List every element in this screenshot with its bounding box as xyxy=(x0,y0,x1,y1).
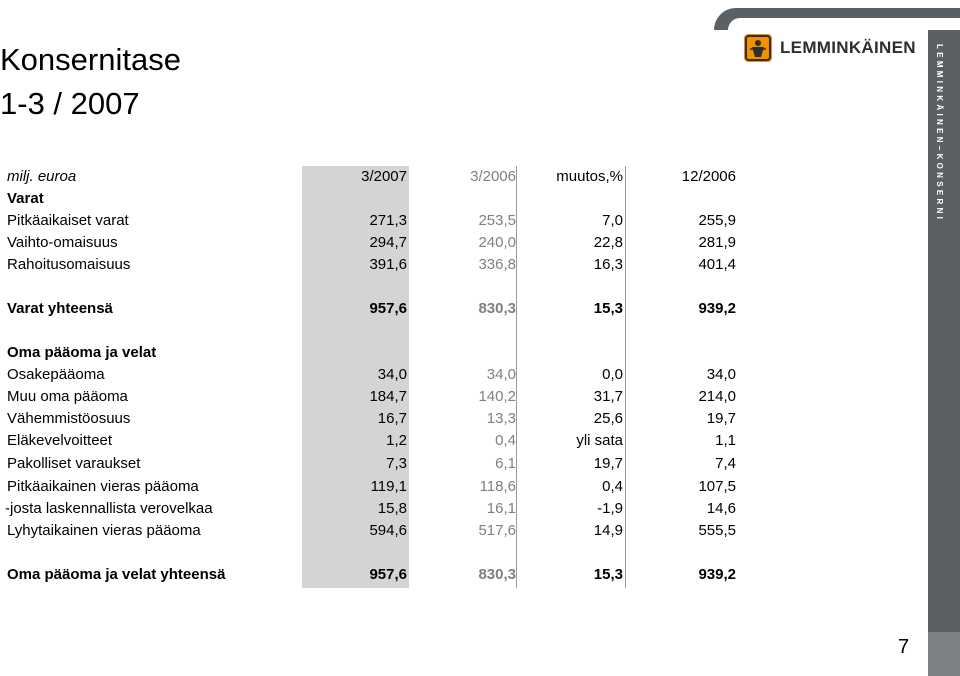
cell: 957,6 xyxy=(369,566,407,583)
row-label: Oma pääoma ja velat xyxy=(7,344,157,361)
row-label: Vähemmistöosuus xyxy=(7,410,131,427)
cell: 0,0 xyxy=(602,366,623,383)
cell: 271,3 xyxy=(369,212,407,229)
row-label: Varat xyxy=(7,190,44,207)
row-label: Muu oma pääoma xyxy=(7,388,128,405)
cell: 119,1 xyxy=(370,478,407,495)
column-header: 3/2007 xyxy=(361,168,407,185)
cell: 1,1 xyxy=(715,432,736,449)
cell: 0,4 xyxy=(602,478,623,495)
column-divider xyxy=(625,166,626,588)
side-band xyxy=(928,30,960,676)
row-label: Vaihto-omaisuus xyxy=(7,234,118,251)
cell: 34,0 xyxy=(486,366,516,383)
cell: 22,8 xyxy=(593,234,623,251)
column-header: 3/2006 xyxy=(470,168,516,185)
cell: 253,5 xyxy=(478,212,516,229)
cell: 401,4 xyxy=(698,256,736,273)
cell: 939,2 xyxy=(698,300,736,317)
cell: 15,3 xyxy=(593,300,623,317)
cell: 107,5 xyxy=(698,478,736,495)
cell: 15,3 xyxy=(593,566,623,583)
cell: 16,1 xyxy=(486,500,516,517)
page-subtitle: 1-3 / 2007 xyxy=(0,86,140,121)
cell: 555,5 xyxy=(698,522,736,539)
logo-icon xyxy=(744,34,772,62)
cell: 34,0 xyxy=(377,366,407,383)
column-header: muutos,% xyxy=(556,168,623,185)
cell: 34,0 xyxy=(706,366,736,383)
cell: -1,9 xyxy=(597,500,623,517)
cell: 118,6 xyxy=(479,478,516,495)
cell: 240,0 xyxy=(478,234,516,251)
cell: 957,6 xyxy=(369,300,407,317)
cell: 31,7 xyxy=(593,388,623,405)
cell: 19,7 xyxy=(593,455,623,472)
cell: 939,2 xyxy=(698,566,736,583)
cell: 0,4 xyxy=(495,432,516,449)
row-label: Oma pääoma ja velat yhteensä xyxy=(7,566,226,583)
row-label: Pakolliset varaukset xyxy=(7,455,141,472)
row-label: Varat yhteensä xyxy=(7,300,113,317)
cell: 16,3 xyxy=(593,256,623,273)
cell: 517,6 xyxy=(478,522,516,539)
cell: 184,7 xyxy=(369,388,407,405)
cell: 294,7 xyxy=(369,234,407,251)
column-header: 12/2006 xyxy=(681,168,736,185)
cell: 7,0 xyxy=(602,212,623,229)
cell: 14,6 xyxy=(706,500,736,517)
cell: 13,3 xyxy=(486,410,516,427)
unit-label: milj. euroa xyxy=(7,168,77,185)
cell: 214,0 xyxy=(698,388,736,405)
highlight-column xyxy=(302,166,409,588)
cell: yli sata xyxy=(576,432,623,449)
cell: 255,9 xyxy=(698,212,736,229)
company-logo: LEMMINKÄINEN xyxy=(744,33,916,63)
row-label: -josta laskennallista verovelkaa xyxy=(5,500,213,517)
row-label: Osakepääoma xyxy=(7,366,105,383)
cell: 140,2 xyxy=(478,388,516,405)
row-label: Eläkevelvoitteet xyxy=(7,432,113,449)
cell: 7,4 xyxy=(715,455,736,472)
cell: 594,6 xyxy=(369,522,407,539)
cell: 1,2 xyxy=(386,432,407,449)
cell: 19,7 xyxy=(706,410,736,427)
cell: 15,8 xyxy=(377,500,407,517)
cell: 7,3 xyxy=(386,455,407,472)
cell: 6,1 xyxy=(495,455,516,472)
cell: 16,7 xyxy=(377,410,407,427)
cell: 25,6 xyxy=(593,410,623,427)
logo-text: LEMMINKÄINEN xyxy=(780,38,916,57)
row-label: Rahoitusomaisuus xyxy=(7,256,131,273)
cell: 336,8 xyxy=(478,256,516,273)
cell: 830,3 xyxy=(478,566,516,583)
column-divider xyxy=(516,166,517,588)
cell: 391,6 xyxy=(369,256,407,273)
row-label: Pitkäaikaiset varat xyxy=(7,212,129,229)
cell: 830,3 xyxy=(478,300,516,317)
row-label: Pitkäaikainen vieras pääoma xyxy=(7,478,199,495)
page-title: Konsernitase xyxy=(0,42,181,77)
vertical-brand-text: LEMMINKÄINEN–KONSERNI xyxy=(935,44,944,223)
page-number: 7 xyxy=(898,636,910,658)
cell: 14,9 xyxy=(593,522,623,539)
cell: 281,9 xyxy=(698,234,736,251)
row-label: Lyhytaikainen vieras pääoma xyxy=(7,522,201,539)
